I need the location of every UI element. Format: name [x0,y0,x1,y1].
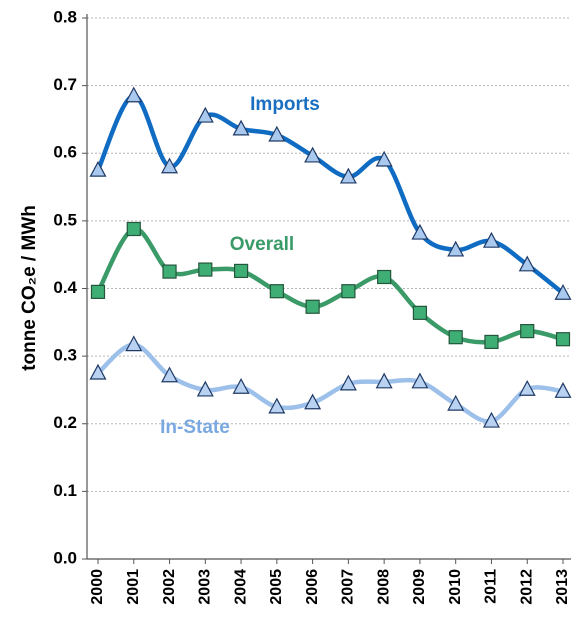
marker [377,269,392,285]
y-tick-label: 0.8 [53,7,77,26]
marker [232,377,250,394]
marker [482,231,500,248]
y-tick-label: 0.2 [53,413,77,432]
marker [305,299,320,314]
x-tick-label: 2012 [518,569,535,605]
marker [375,150,393,167]
y-tick-label: 0.7 [53,75,77,94]
x-tick-label: 2009 [411,569,428,605]
marker [554,382,572,398]
marker [555,332,571,347]
x-tick-label: 2002 [161,569,178,605]
marker [447,394,465,411]
marker [304,146,322,163]
marker [125,335,143,352]
x-tick-label: 2004 [232,569,249,605]
marker [232,119,250,136]
marker [341,284,356,299]
marker [375,372,393,389]
y-axis-label: tonne CO₂e / MWh [19,205,40,371]
marker [268,125,286,142]
marker [161,366,179,383]
marker [268,397,286,414]
marker [196,380,214,397]
x-tick-label: 2001 [125,569,142,605]
marker [196,106,214,123]
marker [482,411,500,428]
marker [411,223,429,240]
y-tick-label: 0.4 [53,278,77,297]
x-tick-label: 2011 [483,569,500,604]
marker [162,264,177,279]
x-tick-label: 2013 [554,569,571,605]
x-tick-label: 2006 [304,569,321,605]
marker [554,283,572,300]
marker [161,157,179,174]
marker [269,284,284,299]
y-tick-label: 0.3 [53,346,77,365]
series-label: In-State [160,417,230,438]
marker [339,167,357,184]
marker [412,305,428,320]
series-label: Overall [230,234,294,255]
marker [126,221,141,237]
marker [89,160,107,177]
y-tick-label: 0.5 [53,210,77,229]
marker [518,379,536,396]
marker [339,374,357,391]
marker [518,255,536,272]
x-tick-label: 2010 [447,569,464,605]
marker [484,334,499,350]
y-tick-label: 0.1 [53,481,77,500]
x-tick-label: 2007 [340,569,357,605]
marker [89,363,107,380]
marker [411,372,429,389]
marker [233,263,249,279]
x-tick-label: 2005 [268,569,285,605]
marker [304,393,322,410]
y-tick-label: 0.6 [53,143,77,162]
marker [198,262,213,277]
marker [90,284,106,299]
marker [447,240,465,257]
marker [520,324,535,339]
series-label: Imports [250,94,320,115]
x-tick-label: 2000 [89,569,106,605]
y-tick-label: 0.0 [53,548,77,567]
marker [448,330,463,345]
x-tick-label: 2003 [197,569,214,605]
marker [125,86,143,103]
series-line [95,93,566,296]
x-tick-label: 2008 [375,569,392,605]
